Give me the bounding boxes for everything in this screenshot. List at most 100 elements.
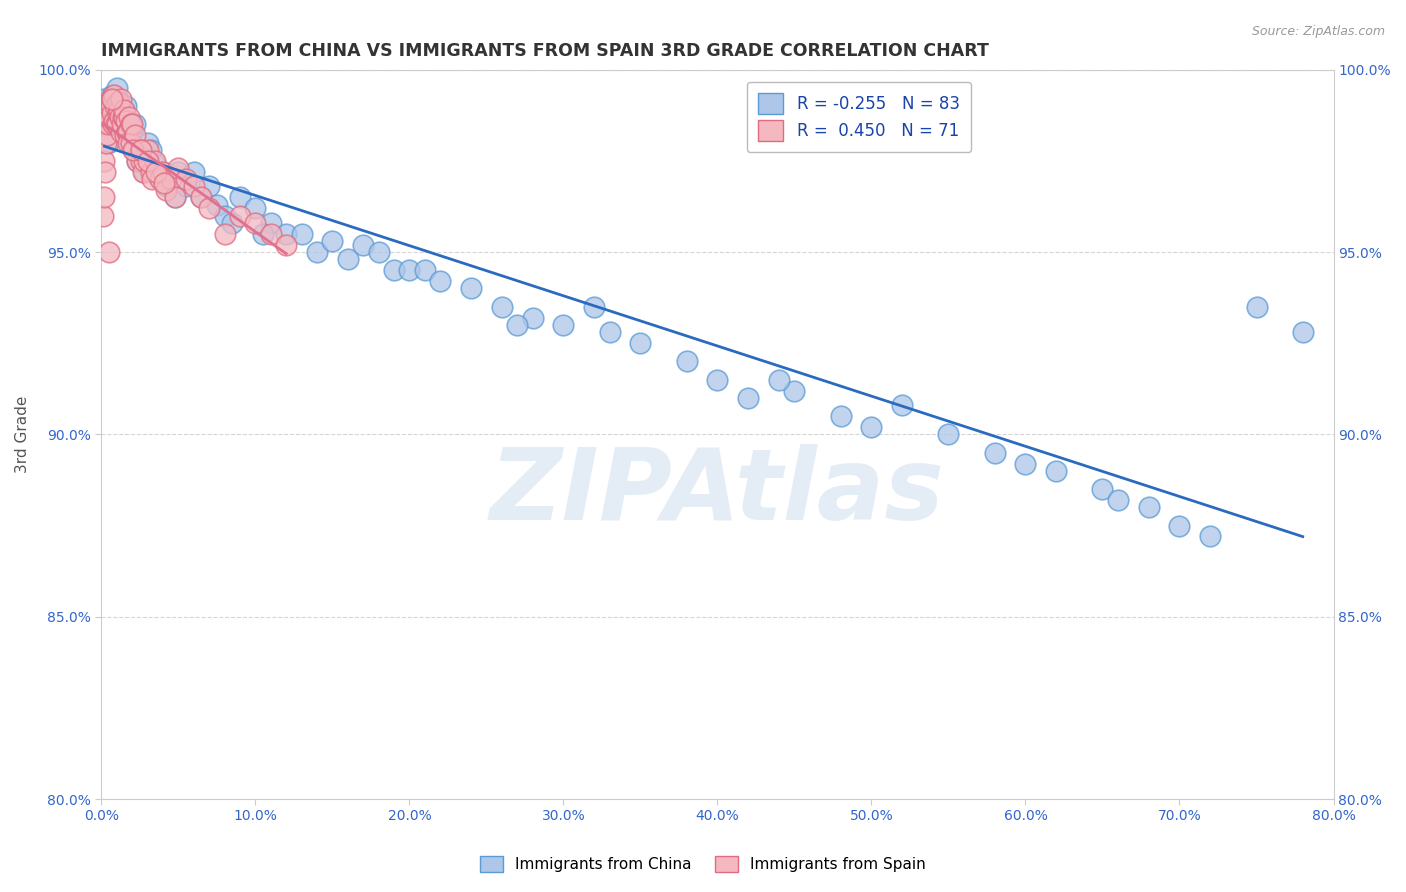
Point	[98, 106, 121, 120]
Point	[141, 172, 163, 186]
Point	[105, 81, 128, 95]
Point	[783, 384, 806, 398]
Point	[706, 373, 728, 387]
Point	[120, 139, 142, 153]
Point	[107, 106, 129, 120]
Point	[129, 143, 152, 157]
Point	[131, 153, 153, 168]
Point	[132, 165, 155, 179]
Point	[115, 113, 138, 128]
Point	[413, 263, 436, 277]
Point	[143, 153, 166, 168]
Point	[183, 165, 205, 179]
Point	[276, 227, 298, 241]
Point	[938, 427, 960, 442]
Point	[174, 172, 197, 186]
Point	[321, 234, 343, 248]
Point	[111, 117, 134, 131]
Point	[229, 209, 252, 223]
Point	[118, 113, 141, 128]
Point	[120, 117, 142, 131]
Point	[583, 300, 606, 314]
Point	[1045, 464, 1067, 478]
Point	[506, 318, 529, 332]
Point	[159, 172, 181, 186]
Point	[145, 165, 167, 179]
Point	[114, 103, 136, 117]
Point	[114, 128, 136, 143]
Point	[198, 179, 221, 194]
Point	[245, 216, 267, 230]
Point	[117, 125, 139, 139]
Point	[98, 95, 121, 110]
Point	[429, 274, 451, 288]
Point	[132, 153, 155, 168]
Point	[205, 197, 228, 211]
Text: ZIPAtlas: ZIPAtlas	[491, 444, 945, 541]
Point	[134, 153, 156, 168]
Point	[252, 227, 274, 241]
Point	[122, 143, 145, 157]
Point	[115, 125, 138, 139]
Legend: R = -0.255   N = 83, R =  0.450   N = 71: R = -0.255 N = 83, R = 0.450 N = 71	[747, 82, 972, 153]
Text: IMMIGRANTS FROM CHINA VS IMMIGRANTS FROM SPAIN 3RD GRADE CORRELATION CHART: IMMIGRANTS FROM CHINA VS IMMIGRANTS FROM…	[101, 42, 990, 60]
Legend: Immigrants from China, Immigrants from Spain: Immigrants from China, Immigrants from S…	[472, 848, 934, 880]
Point	[107, 95, 129, 110]
Point	[1246, 300, 1268, 314]
Point	[167, 165, 190, 179]
Point	[93, 92, 115, 106]
Point	[522, 310, 544, 325]
Point	[491, 300, 513, 314]
Point	[121, 117, 143, 131]
Point	[98, 99, 121, 113]
Point	[111, 110, 134, 124]
Point	[143, 157, 166, 171]
Point	[115, 99, 138, 113]
Point	[1014, 457, 1036, 471]
Point	[103, 113, 125, 128]
Point	[136, 136, 159, 150]
Point	[630, 336, 652, 351]
Point	[305, 245, 328, 260]
Point	[214, 227, 236, 241]
Point	[134, 165, 156, 179]
Point	[94, 165, 117, 179]
Point	[101, 92, 124, 106]
Point	[830, 409, 852, 424]
Point	[125, 153, 148, 168]
Point	[97, 110, 120, 124]
Point	[167, 161, 190, 175]
Point	[139, 143, 162, 157]
Point	[111, 110, 134, 124]
Point	[117, 125, 139, 139]
Point	[1091, 482, 1114, 496]
Point	[460, 281, 482, 295]
Point	[245, 201, 267, 215]
Y-axis label: 3rd Grade: 3rd Grade	[15, 396, 30, 473]
Point	[352, 237, 374, 252]
Point	[98, 245, 121, 260]
Point	[118, 110, 141, 124]
Point	[101, 117, 124, 131]
Point	[101, 88, 124, 103]
Point	[260, 216, 283, 230]
Point	[174, 179, 197, 194]
Point	[155, 179, 177, 194]
Point	[101, 106, 124, 120]
Point	[190, 190, 212, 204]
Point	[110, 125, 132, 139]
Point	[1199, 529, 1222, 543]
Point	[114, 103, 136, 117]
Point	[165, 190, 187, 204]
Point	[139, 165, 162, 179]
Point	[149, 172, 172, 186]
Point	[104, 103, 127, 117]
Point	[291, 227, 314, 241]
Point	[121, 125, 143, 139]
Point	[599, 325, 621, 339]
Point	[128, 143, 150, 157]
Point	[100, 92, 122, 106]
Point	[100, 99, 122, 113]
Point	[155, 183, 177, 197]
Point	[91, 209, 114, 223]
